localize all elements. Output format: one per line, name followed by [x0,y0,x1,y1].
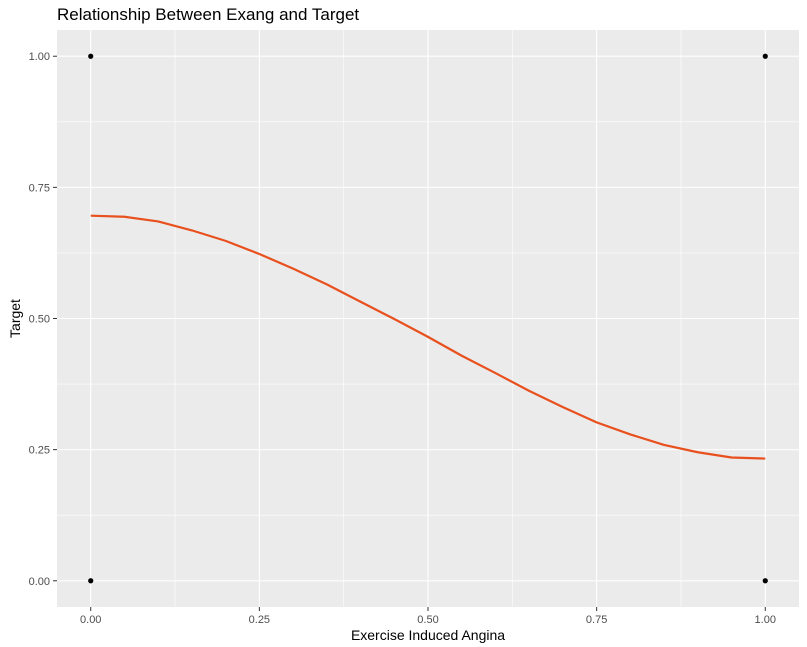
x-tick-label: 0.75 [586,614,607,626]
x-tick-label: 1.00 [755,614,776,626]
y-axis: 0.00 0.25 0.50 0.75 1.00 [29,51,57,588]
data-point [762,53,768,59]
x-axis: 0.00 0.25 0.50 0.75 1.00 [80,607,776,626]
chart-title: Relationship Between Exang and Target [57,5,360,24]
x-axis-title: Exercise Induced Angina [351,627,505,643]
y-tick-label: 0.25 [29,445,50,457]
y-axis-title: Target [7,299,23,338]
y-tick-label: 0.00 [29,576,50,588]
data-point [762,578,768,584]
data-point [88,53,94,59]
smooth-curve-group [90,214,766,460]
x-tick-label: 0.25 [249,614,270,626]
y-tick-label: 0.75 [29,182,50,194]
y-tick-label: 1.00 [29,51,50,63]
x-tick-label: 0.00 [80,614,101,626]
smooth-line [90,214,766,460]
data-point [88,578,94,584]
y-tick-label: 0.50 [29,314,50,326]
x-tick-label: 0.50 [417,614,438,626]
scatter-points [88,53,768,584]
grid-major [57,30,799,607]
